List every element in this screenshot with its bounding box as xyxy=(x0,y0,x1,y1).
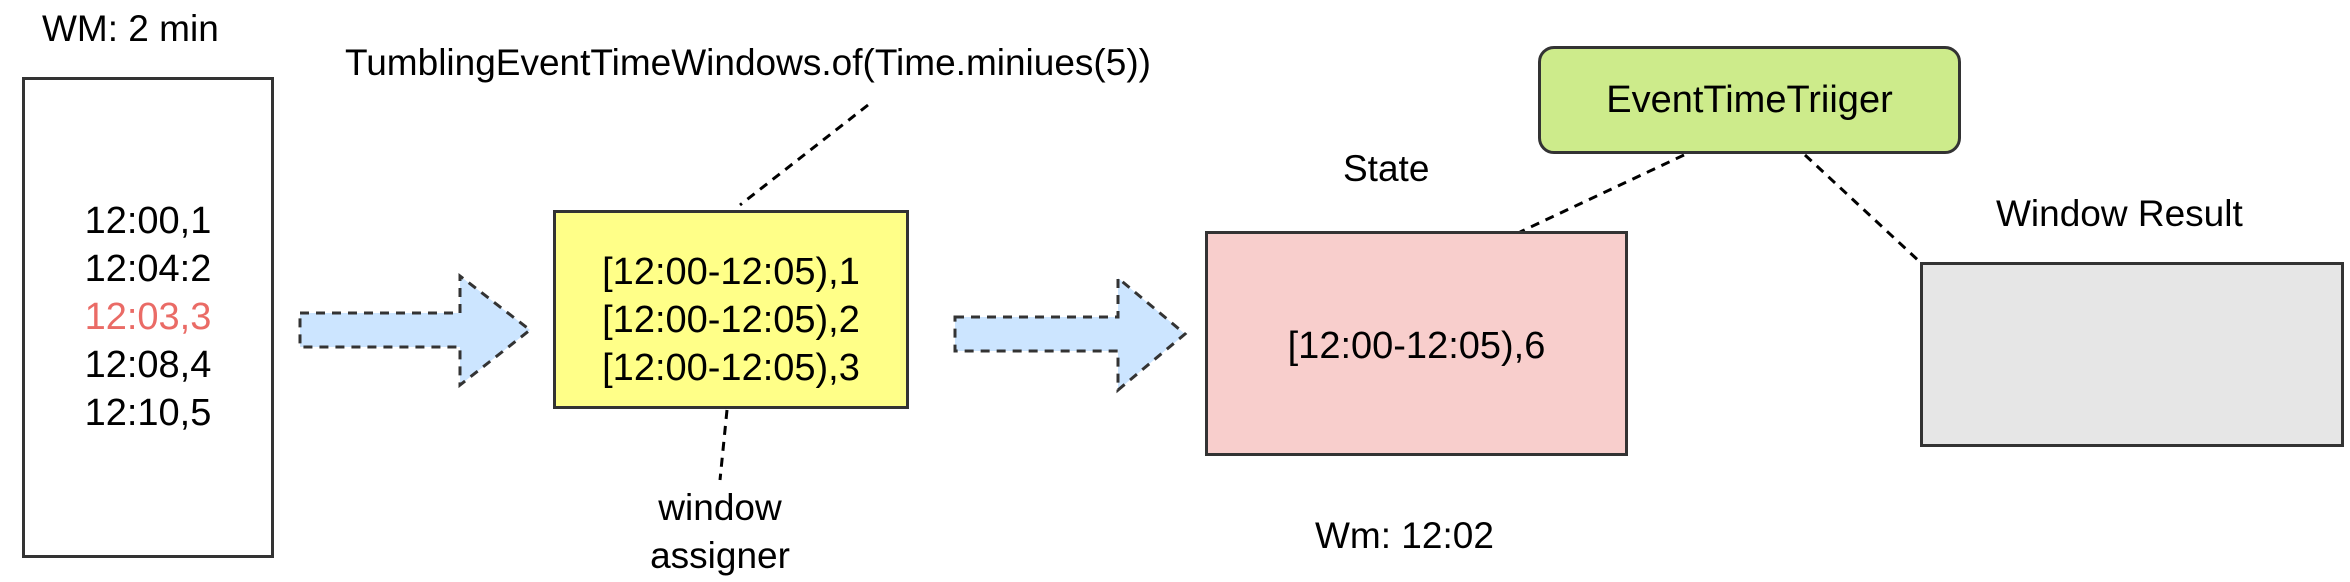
trigger-label: EventTimeTriiger xyxy=(1606,79,1893,121)
window-function-label: TumblingEventTimeWindows.of(Time.miniues… xyxy=(345,42,1151,83)
window-assignment-item: [12:00-12:05),2 xyxy=(602,299,860,341)
input-wm-label: WM: 2 min xyxy=(42,8,219,49)
event-item-late: 12:03,3 xyxy=(84,296,212,338)
caption-line: assigner xyxy=(650,535,790,576)
window-assigner-list: [12:00-12:05),1 [12:00-12:05),2 [12:00-1… xyxy=(556,248,906,392)
window-result-box xyxy=(1920,262,2344,447)
flow-arrow-1 xyxy=(298,272,533,389)
connector-trigger-to-result xyxy=(1803,153,1922,264)
window-assignment-item: [12:00-12:05),3 xyxy=(602,347,860,389)
window-assigner-box: [12:00-12:05),1 [12:00-12:05),2 [12:00-1… xyxy=(553,210,909,409)
input-events-box: 12:00,1 12:04:2 12:03,3 12:08,4 12:10,5 xyxy=(22,77,274,558)
connector-assigner-to-caption xyxy=(718,409,729,481)
caption-line: window xyxy=(658,487,782,528)
state-watermark-label: Wm: 12:02 xyxy=(1315,515,1494,556)
event-item: 12:10,5 xyxy=(84,392,212,434)
event-time-trigger-box: EventTimeTriiger xyxy=(1538,46,1961,154)
window-result-title: Window Result xyxy=(1996,193,2243,234)
input-events-list: 12:00,1 12:04:2 12:03,3 12:08,4 12:10,5 xyxy=(25,197,271,437)
state-title: State xyxy=(1343,148,1430,189)
state-content: [12:00-12:05),6 xyxy=(1287,325,1546,367)
event-item: 12:04:2 xyxy=(84,248,212,290)
window-assignment-item: [12:00-12:05),1 xyxy=(602,251,860,293)
event-item: 12:08,4 xyxy=(84,344,212,386)
event-item: 12:00,1 xyxy=(84,200,212,242)
flow-arrow-2 xyxy=(953,274,1188,394)
state-box: [12:00-12:05),6 xyxy=(1205,231,1628,456)
window-assigner-caption: window assigner xyxy=(620,484,820,580)
connector-trigger-to-state xyxy=(1519,153,1685,234)
connector-function-to-assigner xyxy=(739,103,869,207)
